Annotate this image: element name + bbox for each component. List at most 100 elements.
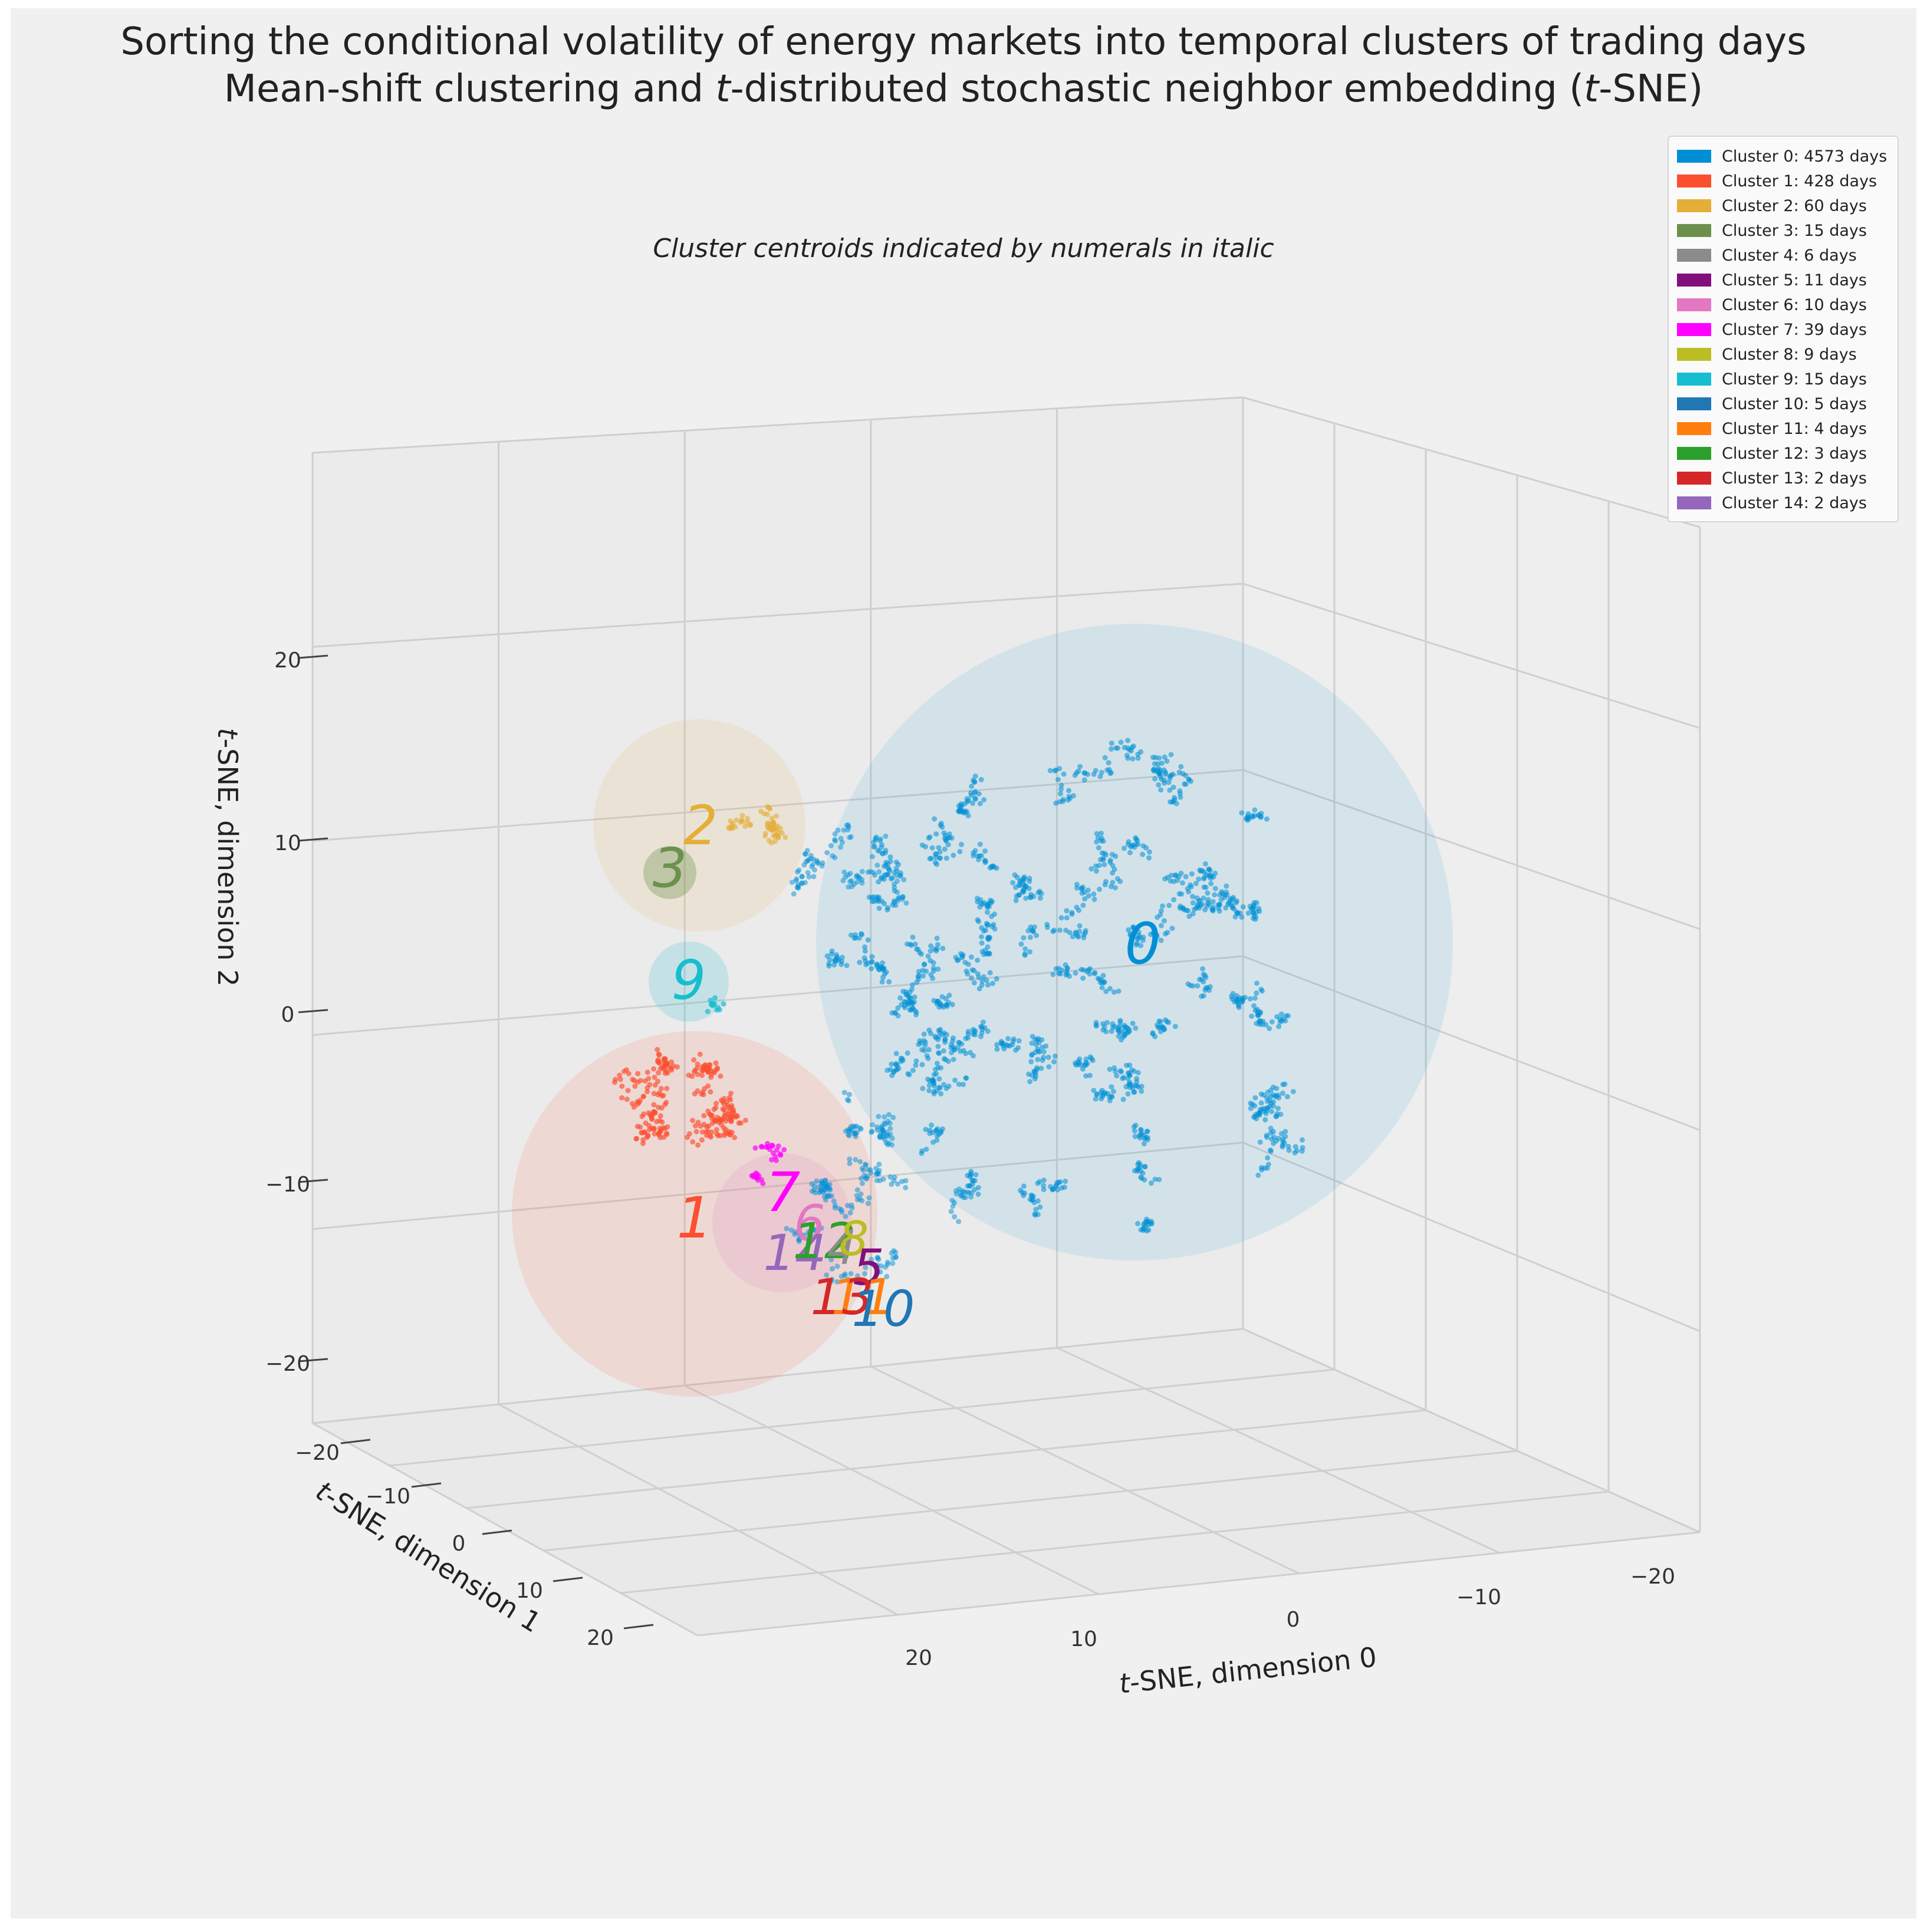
- data-point: [941, 1048, 946, 1054]
- data-point: [1051, 927, 1057, 933]
- data-point: [770, 1143, 775, 1148]
- data-point: [1280, 1144, 1285, 1150]
- data-point: [893, 865, 899, 871]
- data-point: [1102, 755, 1108, 761]
- data-point: [920, 973, 926, 979]
- data-point: [887, 1174, 893, 1180]
- data-point: [846, 1091, 852, 1097]
- data-point: [828, 1256, 834, 1262]
- data-point: [1258, 1100, 1264, 1106]
- data-point: [1251, 1003, 1257, 1009]
- data-point: [1029, 1041, 1035, 1046]
- data-point: [1117, 1018, 1123, 1023]
- data-point: [718, 1097, 724, 1103]
- legend-label: Cluster 3: 15 days: [1722, 221, 1867, 240]
- data-point: [948, 1209, 954, 1215]
- data-point: [1265, 1155, 1271, 1161]
- data-point: [625, 1088, 631, 1094]
- data-point: [668, 1065, 674, 1071]
- data-point: [1216, 908, 1222, 914]
- data-point: [1202, 988, 1208, 993]
- data-point: [770, 1150, 776, 1156]
- data-point: [1060, 797, 1066, 802]
- data-point: [1115, 1027, 1121, 1033]
- data-point: [920, 967, 926, 973]
- data-point: [1077, 1056, 1083, 1062]
- data-point: [769, 815, 775, 821]
- data-point: [905, 1050, 910, 1056]
- data-point: [654, 1118, 660, 1124]
- data-point: [1100, 857, 1106, 863]
- data-point: [1160, 903, 1165, 909]
- data-point: [1135, 1220, 1140, 1226]
- legend-swatch: [1677, 150, 1711, 163]
- data-point: [1041, 1049, 1047, 1055]
- data-point: [1250, 915, 1256, 921]
- data-point: [1168, 772, 1174, 778]
- data-point: [929, 1122, 935, 1128]
- data-point: [824, 1272, 830, 1278]
- x-tick: 0: [1287, 1608, 1300, 1632]
- data-point: [716, 1120, 722, 1125]
- legend-label: Cluster 9: 15 days: [1722, 370, 1867, 389]
- legend-label: Cluster 7: 39 days: [1722, 320, 1867, 339]
- data-point: [1257, 909, 1262, 914]
- data-point: [964, 1075, 969, 1081]
- data-point: [1159, 761, 1165, 766]
- data-point: [969, 967, 975, 973]
- data-point: [1284, 1094, 1290, 1100]
- data-point: [910, 934, 916, 940]
- legend-swatch: [1677, 397, 1711, 410]
- data-point: [1118, 739, 1124, 745]
- data-point: [728, 1091, 734, 1096]
- data-point: [883, 1264, 889, 1270]
- data-point: [1051, 1059, 1057, 1065]
- data-point: [889, 1061, 895, 1067]
- data-point: [965, 962, 971, 967]
- data-point: [1058, 782, 1064, 788]
- data-point: [1027, 1079, 1033, 1084]
- z-tick: −10: [265, 1173, 310, 1197]
- y-tick: −10: [366, 1485, 410, 1509]
- data-point: [637, 1124, 643, 1130]
- data-point: [1127, 850, 1133, 855]
- data-point: [950, 1203, 956, 1209]
- data-point: [1138, 1127, 1144, 1133]
- data-point: [874, 863, 880, 868]
- y-tick: 10: [516, 1579, 543, 1603]
- data-point: [1190, 900, 1196, 906]
- data-point: [887, 1067, 893, 1072]
- data-point: [1116, 988, 1122, 994]
- data-point: [1132, 1128, 1137, 1134]
- data-point: [877, 1133, 883, 1138]
- legend-swatch: [1677, 224, 1711, 237]
- data-point: [1136, 1133, 1142, 1139]
- data-point: [635, 1079, 640, 1085]
- data-point: [895, 889, 900, 895]
- data-point: [859, 1198, 865, 1204]
- data-point: [1063, 1179, 1068, 1184]
- data-point: [1021, 1193, 1027, 1199]
- data-point: [858, 1191, 864, 1197]
- data-point: [1261, 1092, 1267, 1098]
- data-point: [1150, 1031, 1156, 1037]
- data-point: [1261, 1108, 1267, 1114]
- data-point: [1067, 930, 1073, 936]
- data-point: [968, 1169, 974, 1174]
- data-point: [1110, 880, 1116, 886]
- data-point: [923, 1146, 929, 1152]
- data-point: [1171, 897, 1177, 903]
- data-point: [927, 834, 933, 840]
- data-point: [879, 844, 884, 850]
- data-point: [956, 1219, 962, 1225]
- data-point: [1190, 894, 1196, 900]
- data-point: [752, 1145, 758, 1151]
- data-point: [946, 1083, 952, 1089]
- data-point: [976, 857, 981, 863]
- data-point: [1178, 794, 1183, 800]
- centroid-9: 9: [672, 949, 706, 1012]
- data-point: [814, 1231, 820, 1237]
- data-point: [1070, 934, 1076, 940]
- data-point: [1218, 897, 1224, 903]
- data-point: [1052, 768, 1058, 774]
